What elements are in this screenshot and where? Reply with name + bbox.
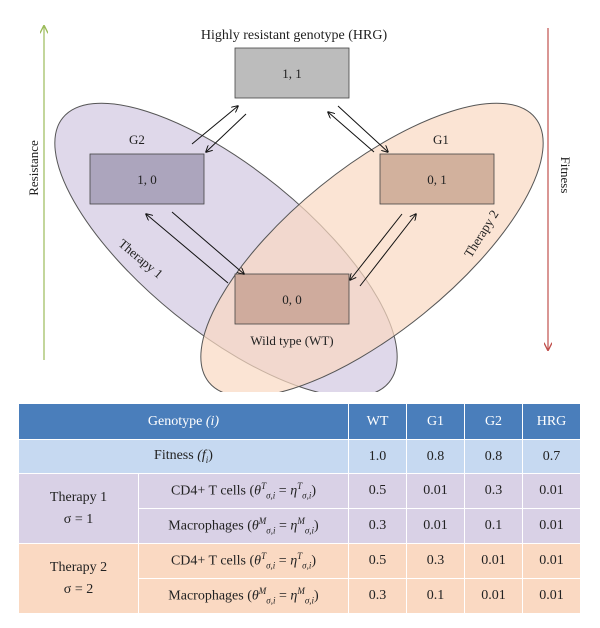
therapy2-macro-hrg: 0.01 <box>522 578 581 614</box>
g1-label: G1 <box>433 132 449 147</box>
therapy2-macro-wt: 0.3 <box>348 578 407 614</box>
therapy2-row-macro: Macrophages (θMσ,i = ηMσ,i) 0.3 0.1 0.01… <box>19 578 581 614</box>
therapy2-name: Therapy 2 <box>49 559 108 575</box>
therapy1-cd4-wt: 0.5 <box>348 473 407 509</box>
g2-label: G2 <box>129 132 145 147</box>
therapy1-group: Therapy 1 σ = 1 <box>18 473 139 544</box>
fitness-g2: 0.8 <box>464 439 523 474</box>
fitness-label: Fitness <box>558 157 573 194</box>
col-header-hrg: HRG <box>522 403 581 440</box>
hrg-node-value: 1, 1 <box>282 66 302 81</box>
therapy1-cd4-g1: 0.01 <box>406 473 465 509</box>
hrg-node <box>234 47 350 99</box>
therapy2-sigma: σ = 2 <box>63 581 94 597</box>
therapy2-row-cd4: Therapy 2 σ = 2 CD4+ T cells (θTσ,i = ηT… <box>18 543 581 614</box>
therapy1-macro-label: Macrophages (θMσ,i = ηMσ,i) <box>138 508 349 544</box>
therapy2-cd4-g2: 0.01 <box>464 543 523 579</box>
therapy2-cd4-g1: 0.3 <box>406 543 465 579</box>
therapy1-sigma: σ = 1 <box>63 511 94 527</box>
therapy1-macro-g1: 0.01 <box>406 508 465 544</box>
therapy2-macro-g1: 0.1 <box>406 578 465 614</box>
arrow-wt-to-g1 <box>359 214 416 287</box>
fitness-row: Fitness (fi) 1.0 0.8 0.8 0.7 <box>18 439 581 474</box>
g1-node <box>379 153 495 205</box>
arrow-g2-to-hrg <box>191 106 238 145</box>
therapy1-macro-g2: 0.1 <box>464 508 523 544</box>
wt-node-value: 0, 0 <box>282 292 302 307</box>
wt-node <box>234 273 350 325</box>
arrow-hrg-to-g1 <box>337 105 388 152</box>
genotype-diagram: Resistance Fitness Highly resistant geno… <box>26 0 573 392</box>
therapy1-cd4-label: CD4+ T cells (θTσ,i = ηTσ,i) <box>138 473 349 509</box>
arrow-wt-to-g2 <box>146 214 229 284</box>
fitness-label: Fitness (fi) <box>18 439 349 474</box>
therapy1-name: Therapy 1 <box>49 489 108 505</box>
therapy1-cd4-g2: 0.3 <box>464 473 523 509</box>
therapy1-macro-wt: 0.3 <box>348 508 407 544</box>
therapy1-cd4-hrg: 0.01 <box>522 473 581 509</box>
arrow-hrg-to-g2 <box>206 113 247 152</box>
fitness-g1: 0.8 <box>406 439 465 474</box>
arrow-g1-to-hrg <box>328 112 375 153</box>
table-header-row: Genotype (i) WT G1 G2 HRG <box>18 403 581 440</box>
arrow-g2-to-wt <box>171 211 244 274</box>
g1-node-value: 0, 1 <box>427 172 447 187</box>
therapy2-macro-label: Macrophages (θMσ,i = ηMσ,i) <box>138 578 349 614</box>
g2-node-value: 1, 0 <box>137 172 157 187</box>
hrg-title: Highly resistant genotype (HRG) <box>201 28 388 43</box>
therapy2-group: Therapy 2 σ = 2 <box>18 543 139 614</box>
resistance-label: Resistance <box>26 140 41 196</box>
col-header-wt: WT <box>348 403 407 440</box>
genotype-table: Genotype (i) WT G1 G2 HRG Fitness (fi) 1… <box>18 403 581 614</box>
therapy1-macro-hrg: 0.01 <box>522 508 581 544</box>
fitness-wt: 1.0 <box>348 439 407 474</box>
col-header-g1: G1 <box>406 403 465 440</box>
wt-label: Wild type (WT) <box>250 333 333 348</box>
genotype-header: Genotype (i) <box>18 403 349 440</box>
therapy2-cd4-wt: 0.5 <box>348 543 407 579</box>
g2-node <box>89 153 205 205</box>
therapy2-cd4-hrg: 0.01 <box>522 543 581 579</box>
fitness-hrg: 0.7 <box>522 439 581 474</box>
therapy2-macro-g2: 0.01 <box>464 578 523 614</box>
col-header-g2: G2 <box>464 403 523 440</box>
therapy1-row-cd4: Therapy 1 σ = 1 CD4+ T cells (θTσ,i = ηT… <box>18 473 581 544</box>
therapy2-cd4-label: CD4+ T cells (θTσ,i = ηTσ,i) <box>138 543 349 579</box>
arrow-g1-to-wt <box>350 213 403 280</box>
